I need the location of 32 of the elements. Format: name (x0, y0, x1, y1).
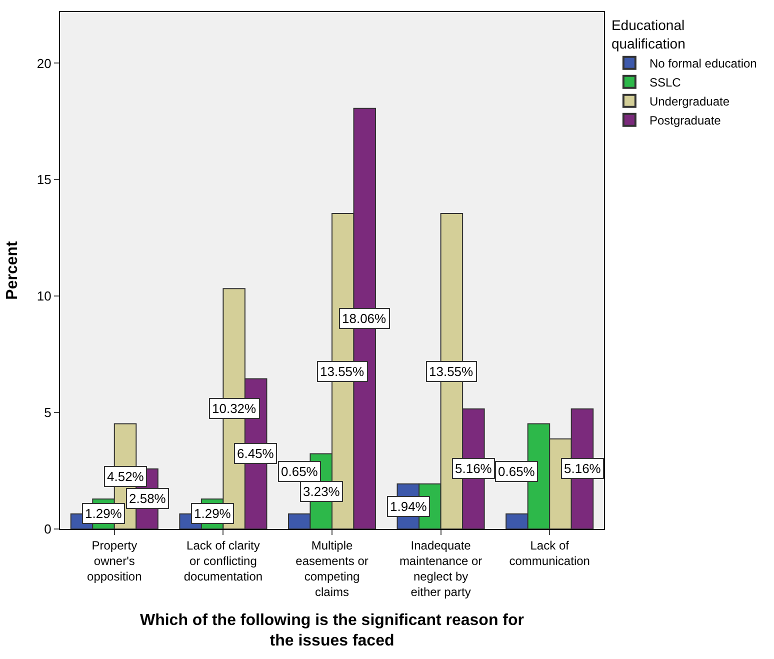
data-label: 5.16% (455, 461, 492, 476)
data-label: 1.29% (85, 506, 122, 521)
legend-title: Educational qualification (611, 17, 686, 52)
x-tick-label: Property owner's opposition (87, 538, 142, 584)
data-label: 1.29% (194, 506, 232, 521)
data-label: 3.23% (303, 484, 340, 499)
legend-label: No formal education (649, 56, 757, 71)
x-tick-label: Lack of clarity or conflicting documentation (184, 538, 263, 584)
x-tick-label: Multiple easements or competing claims (296, 538, 368, 600)
data-label: 4.52% (107, 469, 144, 484)
data-label: 6.45% (237, 446, 274, 461)
x-axis-title: Which of the following is the significant reason for the issues faced (140, 612, 524, 650)
data-label: 0.65% (281, 464, 318, 479)
y-tick-label: 20 (36, 56, 52, 71)
data-label: 5.16% (564, 461, 602, 476)
legend-label: Postgraduate (649, 114, 722, 128)
y-tick-label: 5 (44, 405, 52, 420)
y-tick-label: 15 (36, 172, 52, 188)
x-tick-label: Inadequate maintenance or neglect by either party (399, 538, 482, 600)
data-label: 2.58% (129, 491, 166, 506)
legend-label: SSLC (649, 76, 682, 90)
data-label: 13.55% (320, 364, 365, 379)
data-label: 18.06% (342, 311, 387, 326)
y-tick-label: 0 (44, 522, 52, 537)
y-axis-title: Percent (4, 240, 21, 300)
legend-label: Undergraduate (649, 94, 730, 109)
data-label: 10.32% (212, 401, 257, 416)
x-tick-label: Lack of communication (509, 538, 590, 568)
data-label: 1.94% (390, 499, 428, 514)
data-label: 0.65% (498, 464, 536, 479)
data-label: 13.55% (429, 364, 474, 379)
y-tick-label: 10 (36, 288, 52, 304)
